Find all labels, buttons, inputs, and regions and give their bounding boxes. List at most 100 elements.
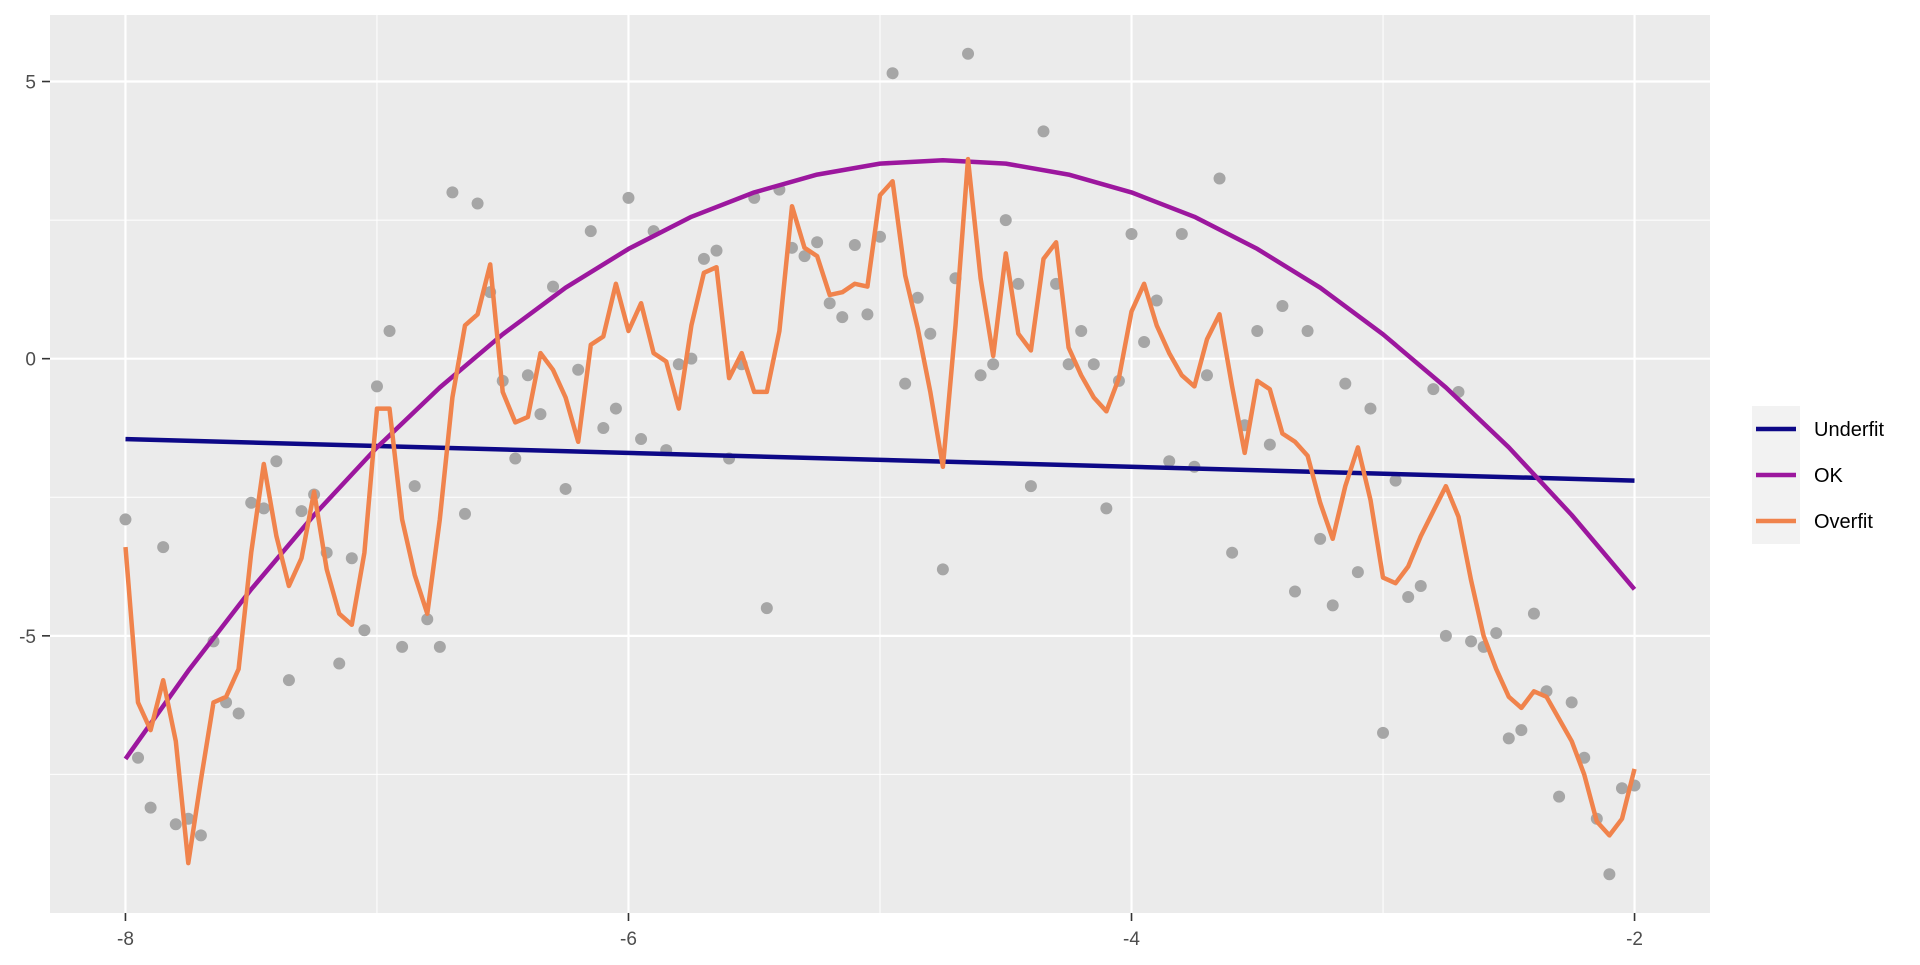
legend-label: OK [1814,465,1844,487]
data-point [924,327,937,340]
data-point [584,225,597,238]
series-line-ok [123,157,1637,761]
data-point [370,380,383,393]
data-point [1125,227,1138,240]
data-point [521,369,534,382]
data-point [534,408,547,421]
data-point [1465,635,1478,648]
data-point [1389,474,1402,487]
data-point [1377,726,1390,739]
data-point [874,230,886,243]
data-point [345,552,358,565]
data-point [798,250,811,263]
data-point [1339,377,1352,390]
data-point [119,513,132,526]
data-point [245,496,258,509]
data-point [1062,358,1075,371]
data-point [1301,324,1314,337]
data-point [1251,324,1264,337]
legend-item-ok: OK [1752,452,1844,498]
data-point [1502,732,1515,745]
legend-label: Overfit [1814,511,1873,533]
data-point [547,280,560,293]
data-point [974,369,987,382]
data-point [1276,300,1289,313]
data-point [1087,358,1100,371]
data-point [1175,227,1188,240]
data-point [622,191,635,204]
x-tick-label: -4 [1123,929,1140,950]
legend-item-underfit: Underfit [1752,406,1884,452]
legend: Underfit OK Overfit [1752,406,1884,544]
x-tick-label: -8 [117,929,134,950]
data-point [509,452,522,465]
data-point [672,358,685,371]
series-lines [123,156,1637,866]
data-point [635,433,648,446]
data-point [1490,627,1503,640]
data-point [1565,696,1578,709]
x-tick-label: -2 [1626,929,1643,950]
x-axis: -8 -6 -4 -2 [117,913,1643,950]
y-tick-label: 5 [25,73,36,94]
data-point [194,829,207,842]
data-point [144,801,157,814]
y-tick-label: 0 [25,350,36,371]
data-point [609,402,622,415]
legend-item-overfit: Overfit [1752,498,1873,544]
data-point [1163,455,1176,468]
data-point [408,480,421,493]
data-point [710,244,723,257]
data-point [383,324,396,337]
data-point [861,308,874,321]
data-point [697,252,710,265]
data-point [1351,566,1364,579]
data-point [1553,790,1566,803]
data-point [1439,629,1452,642]
data-point [257,502,270,515]
data-point [1326,599,1339,612]
data-point [962,47,975,60]
data-point [1414,579,1427,592]
data-point [421,613,434,626]
data-point [1012,277,1025,290]
legend-label: Underfit [1814,419,1884,441]
data-point [433,640,446,653]
data-point [459,507,471,520]
data-point [999,214,1012,227]
data-point [899,377,912,390]
data-point [1263,438,1276,451]
data-point [911,291,924,304]
data-point [811,236,824,249]
data-point [597,421,610,434]
data-point [295,505,308,518]
grid-major [50,15,1710,913]
data-point [1150,294,1163,307]
data-point [1024,480,1037,493]
data-point [1289,585,1301,598]
data-point [848,239,861,252]
data-point [823,297,836,310]
data-point [471,197,484,210]
data-point [270,455,283,468]
data-point [396,640,409,653]
data-point [157,541,170,554]
data-point [1615,782,1628,795]
y-tick-label: -5 [19,627,36,648]
data-point [760,602,773,615]
data-point [987,358,1000,371]
data-point [1603,868,1616,881]
data-point [358,624,371,637]
data-point [1427,383,1440,396]
data-point [1226,546,1239,559]
data-point [572,363,585,376]
data-point [1527,607,1540,620]
data-point [333,657,346,670]
data-point [1402,591,1415,604]
data-point [1314,532,1327,545]
data-point [1213,172,1226,185]
data-point [1075,324,1088,337]
series-line-overfit [123,156,1637,866]
data-point [169,818,182,831]
